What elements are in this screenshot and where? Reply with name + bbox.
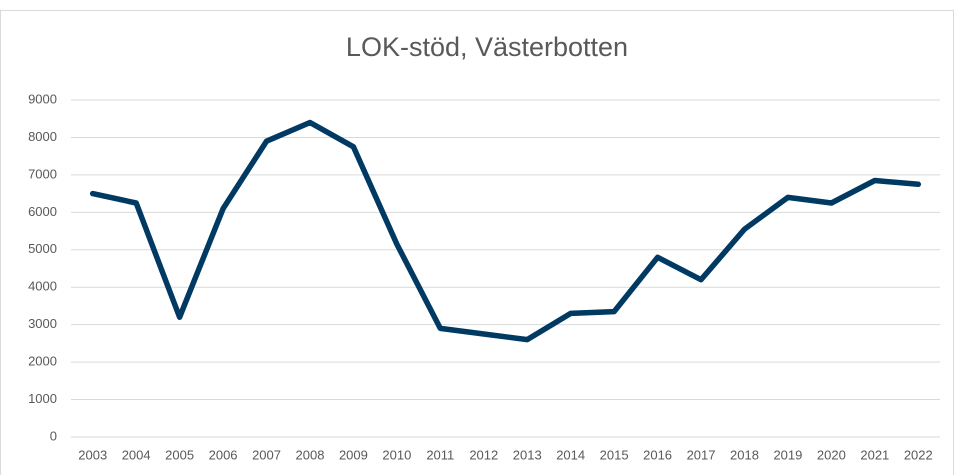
y-tick-label: 7000: [28, 166, 57, 181]
x-tick-label: 2004: [122, 447, 151, 462]
y-tick-label: 9000: [28, 91, 57, 106]
x-tick-label: 2016: [643, 447, 672, 462]
x-tick-label: 2009: [339, 447, 368, 462]
x-tick-label: 2022: [904, 447, 933, 462]
x-tick-label: 2010: [382, 447, 411, 462]
line-series: [89, 119, 922, 343]
x-tick-label: 2014: [556, 447, 585, 462]
y-tick-label: 3000: [28, 316, 57, 331]
x-tick-label: 2015: [600, 447, 629, 462]
chart-border: [0, 10, 954, 475]
y-tick-label: 0: [50, 428, 57, 443]
x-tick-label: 2020: [817, 447, 846, 462]
x-tick-label: 2003: [78, 447, 107, 462]
y-tick-label: 2000: [28, 354, 57, 369]
x-tick-label: 2019: [773, 447, 802, 462]
y-tick-label: 6000: [28, 204, 57, 219]
y-tick-label: 5000: [28, 241, 57, 256]
x-tick-label: 2018: [730, 447, 759, 462]
chart-title: LOK-stöd, Västerbotten: [346, 32, 628, 62]
x-tick-label: 2007: [252, 447, 281, 462]
x-tick-label: 2012: [469, 447, 498, 462]
x-tick-label: 2011: [426, 447, 454, 462]
x-tick-label: 2021: [860, 447, 889, 462]
x-tick-label: 2017: [687, 447, 716, 462]
y-tick-label: 1000: [28, 391, 57, 406]
x-tick-label: 2008: [296, 447, 325, 462]
x-tick-label: 2006: [209, 447, 238, 462]
y-tick-label: 8000: [28, 129, 57, 144]
x-tick-label: 2013: [513, 447, 542, 462]
y-tick-label: 4000: [28, 279, 57, 294]
x-tick-label: 2005: [165, 447, 194, 462]
